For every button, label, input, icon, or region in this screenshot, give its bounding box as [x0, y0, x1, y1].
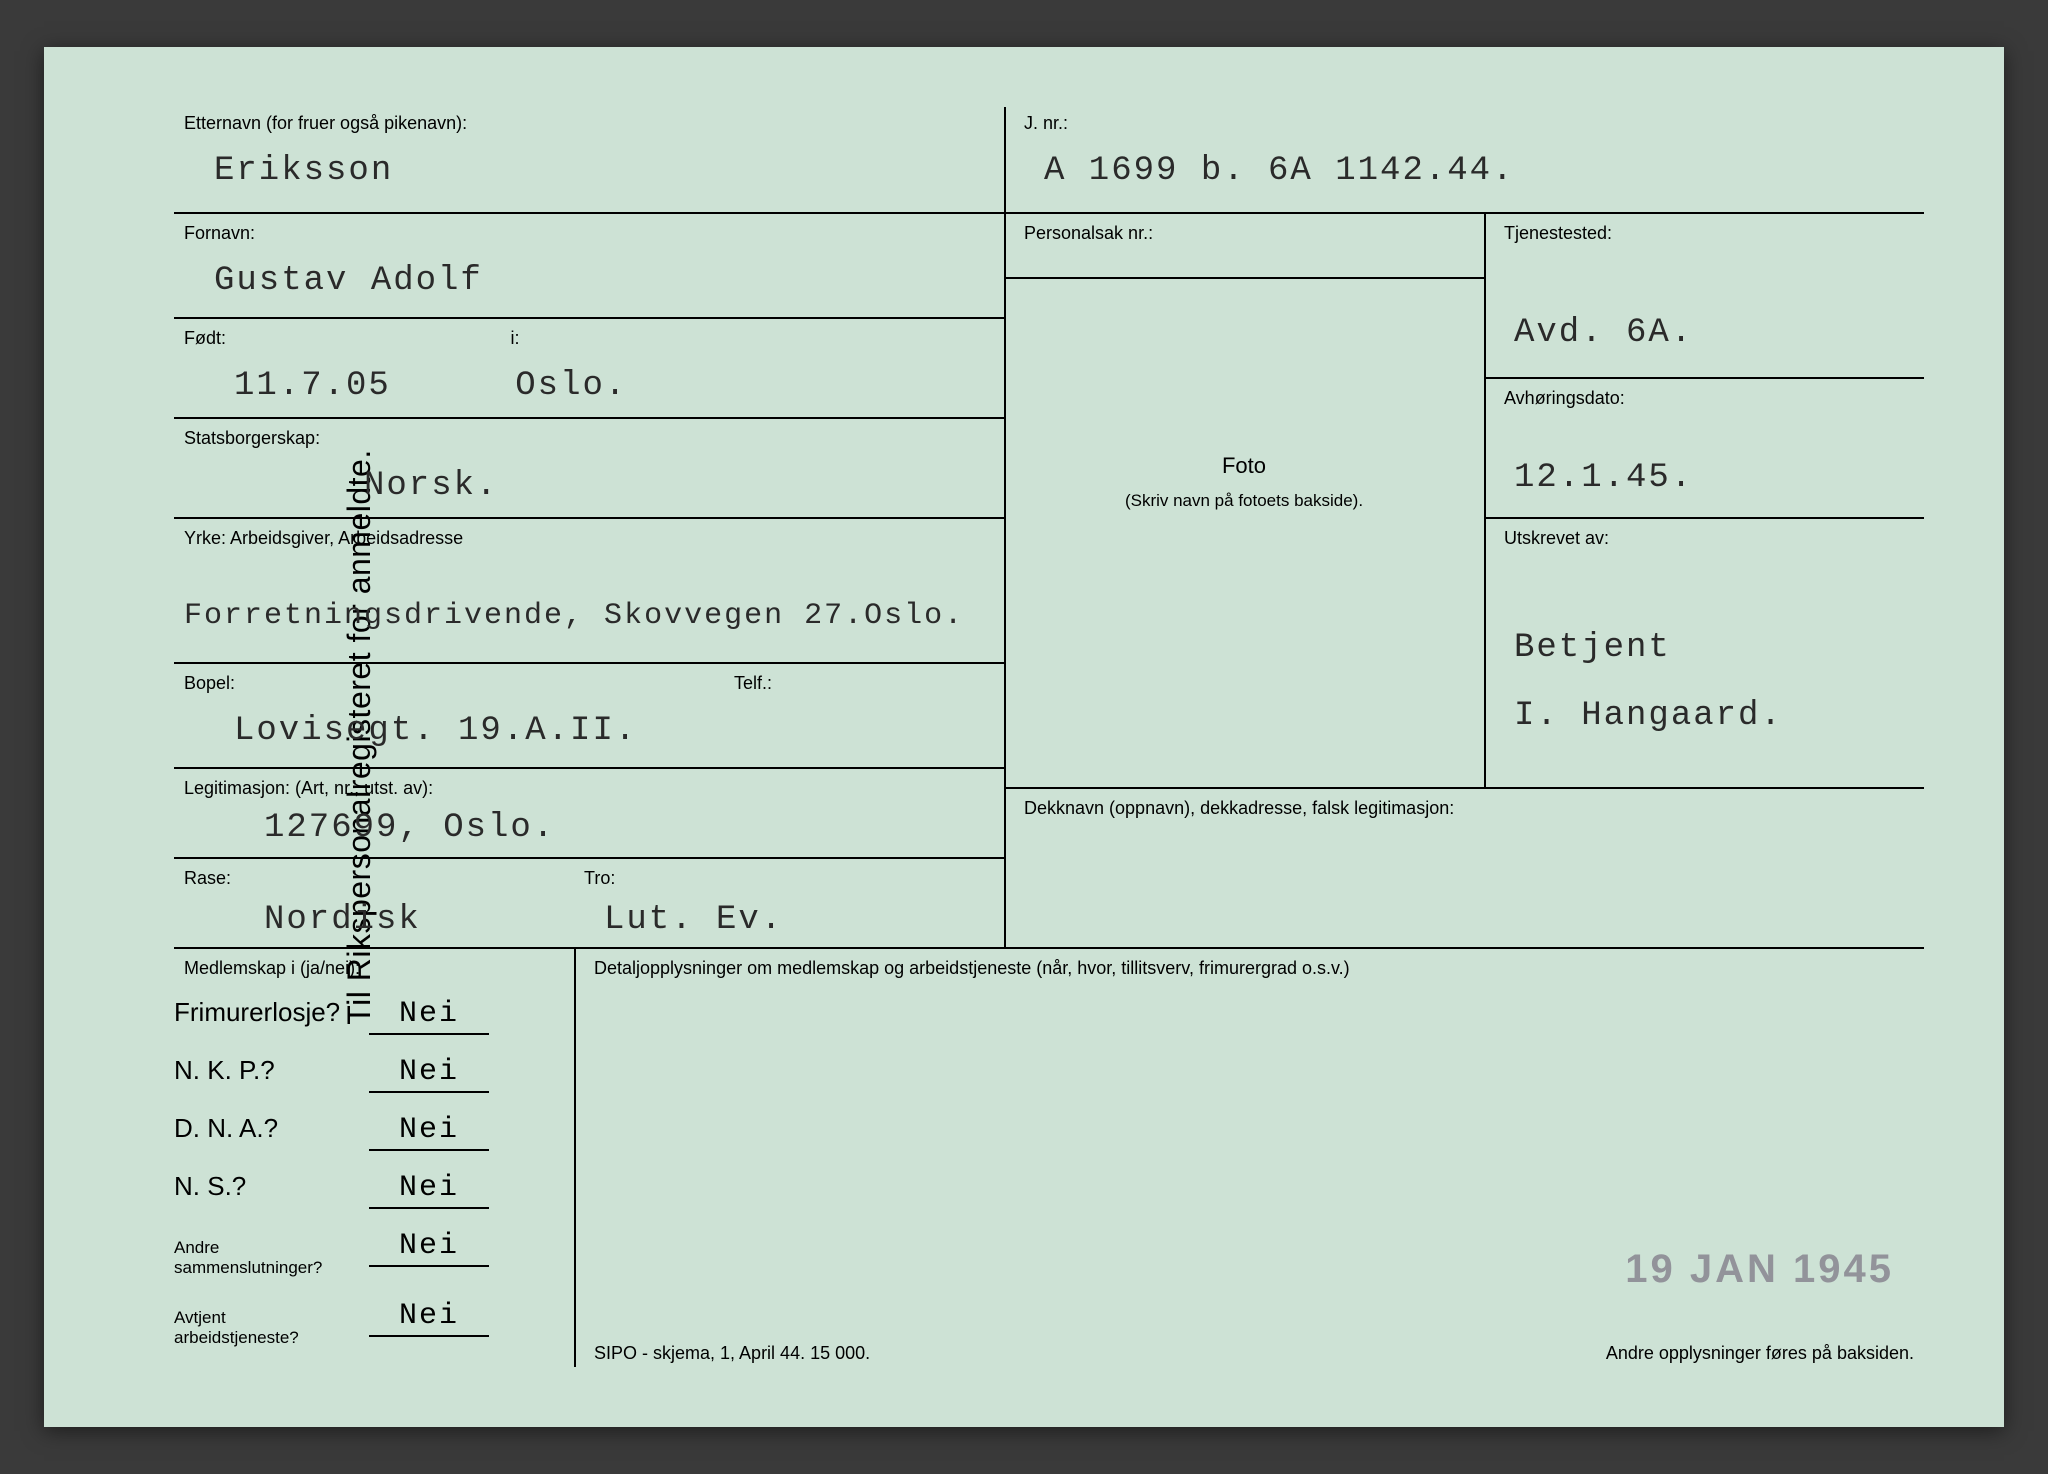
value-avhoringsdato: 12.1.45. [1514, 459, 1914, 497]
membership-row-6: Avtjent arbeidstjeneste? Nei [174, 1299, 564, 1349]
label-medlemskap: Medlemskap i (ja/nei): [184, 958, 554, 979]
label-telf: Telf.: [734, 673, 772, 694]
membership-q2: N. K. P.? [174, 1055, 369, 1086]
value-jnr: A 1699 b. 6A 1142.44. [1044, 152, 1904, 190]
membership-row-4: N. S.? Nei [174, 1171, 564, 1209]
hline-5 [174, 662, 1004, 664]
value-rase: Nordisk [264, 901, 421, 939]
value-born-date: 11.7.05 [234, 367, 391, 405]
hline-tj [1484, 377, 1924, 379]
value-utskrevet1: Betjent [1514, 629, 1914, 667]
label-rase: Rase: [184, 868, 231, 888]
value-born-place: Oslo. [515, 367, 627, 405]
vline-membership [574, 947, 576, 1367]
value-yrke: Forretningsdrivende, Skovvegen 27.Oslo. [184, 599, 984, 633]
label-born: Født: [184, 328, 226, 348]
membership-a5: Nei [369, 1229, 489, 1267]
vline-main [1004, 107, 1006, 947]
membership-q3: D. N. A.? [174, 1113, 369, 1144]
hline-foto-b [1004, 787, 1924, 789]
hline-2b [1004, 277, 1484, 279]
label-andre-oppl: Andre opplysninger føres på baksiden. [1596, 1337, 1924, 1368]
hline-7 [174, 857, 1004, 859]
label-foto-note: (Skriv navn på fotoets bakside). [1024, 491, 1464, 511]
membership-q4: N. S.? [174, 1171, 369, 1202]
membership-row-1: Frimurerlosje? Nei [174, 997, 564, 1035]
label-surname: Etternavn (for fruer også pikenavn): [184, 113, 984, 134]
registration-card: Til Rikspersonalregisteret for anmeldte.… [44, 47, 2004, 1427]
membership-a1: Nei [369, 997, 489, 1035]
value-citizenship: Norsk. [364, 467, 984, 505]
form-area: Etternavn (for fruer også pikenavn): Eri… [174, 107, 1924, 1367]
membership-a3: Nei [369, 1113, 489, 1151]
membership-row-3: D. N. A.? Nei [174, 1113, 564, 1151]
label-dekknavn: Dekknavn (oppnavn), dekkadresse, falsk l… [1024, 798, 1904, 819]
membership-row-5: Andre sammenslutninger? Nei [174, 1229, 564, 1279]
vline-right [1484, 212, 1486, 787]
label-andre-samm: Andre sammenslutninger? [174, 1238, 369, 1279]
value-tjenestested: Avd. 6A. [1514, 314, 1914, 352]
membership-a4: Nei [369, 1171, 489, 1209]
label-avhoringsdato: Avhøringsdato: [1504, 388, 1914, 409]
label-bopel: Bopel: [184, 673, 235, 693]
value-tro: Lut. Ev. [604, 901, 783, 939]
label-born-in: i: [510, 328, 519, 348]
label-foto: Foto [1024, 453, 1464, 479]
value-utskrevet2: I. Hangaard. [1514, 697, 1914, 735]
label-tro: Tro: [584, 868, 615, 889]
label-yrke: Yrke: Arbeidsgiver, Arbeidsadresse [184, 528, 984, 549]
membership-q1: Frimurerlosje? [174, 997, 369, 1028]
hline-2a [174, 317, 1004, 319]
label-utskrevet: Utskrevet av: [1504, 528, 1914, 549]
label-legitimasjon: Legitimasjon: (Art, nr., utst. av): [184, 778, 984, 799]
label-avtjent: Avtjent arbeidstjeneste? [174, 1308, 369, 1349]
label-detalj: Detaljopplysninger om medlemskap og arbe… [594, 958, 1874, 979]
hline-6 [174, 767, 1004, 769]
membership-a6: Nei [369, 1299, 489, 1337]
membership-a2: Nei [369, 1055, 489, 1093]
value-legitimasjon: 127699, Oslo. [264, 809, 984, 847]
label-citizenship: Statsborgerskap: [184, 428, 984, 449]
hline-8 [174, 947, 1924, 949]
date-stamp: 19 JAN 1945 [1625, 1247, 1894, 1292]
hline-4 [174, 517, 1004, 519]
value-bopel: Lovisegt. 19.A.II. [234, 712, 984, 750]
label-jnr: J. nr.: [1024, 113, 1904, 134]
label-tjenestested: Tjenestested: [1504, 223, 1914, 244]
value-firstname: Gustav Adolf [214, 262, 984, 300]
label-firstname: Fornavn: [184, 223, 984, 244]
membership-row-2: N. K. P.? Nei [174, 1055, 564, 1093]
form-id: SIPO - skjema, 1, April 44. 15 000. [584, 1337, 880, 1368]
hline-avh [1484, 517, 1924, 519]
hline-1 [174, 212, 1924, 214]
hline-3 [174, 417, 1004, 419]
label-personalsak: Personalsak nr.: [1024, 223, 1464, 244]
value-surname: Eriksson [214, 152, 984, 190]
